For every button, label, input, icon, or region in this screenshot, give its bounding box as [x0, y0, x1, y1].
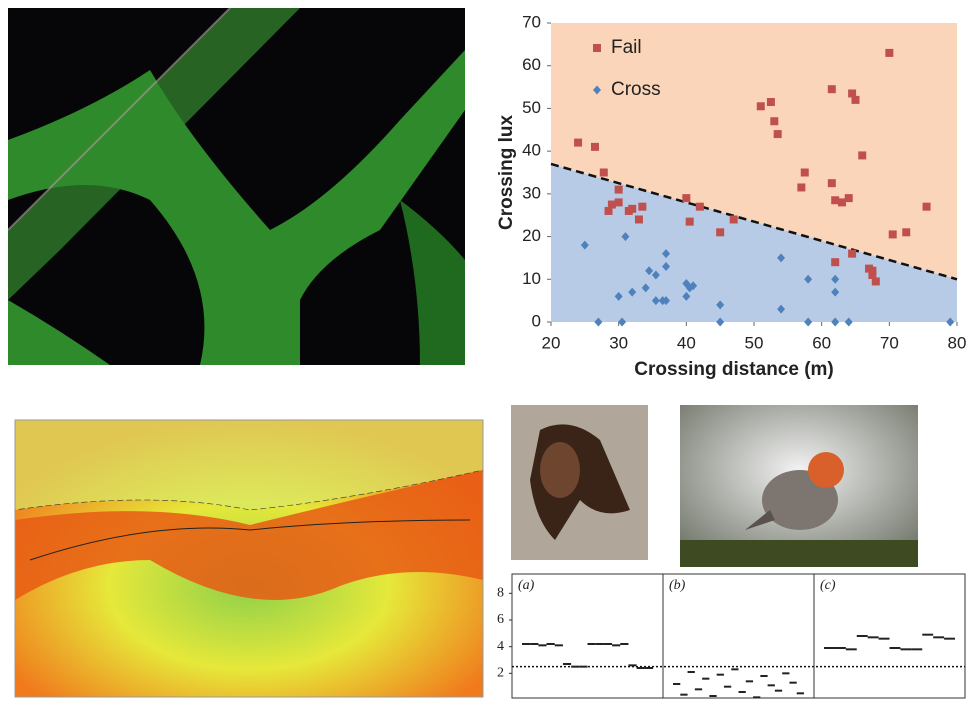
data-point	[797, 183, 805, 191]
x-tick-label: 50	[745, 333, 764, 352]
y-tick-label: 0	[532, 311, 541, 330]
y-tick-label: 2	[497, 666, 504, 681]
data-point	[902, 228, 910, 236]
legend-label: Cross	[611, 79, 661, 100]
panel-frame	[512, 574, 965, 698]
y-tick-label: 30	[522, 183, 541, 202]
data-point	[600, 169, 608, 177]
data-point	[615, 186, 623, 194]
x-tick-label: 70	[880, 333, 899, 352]
data-point	[767, 98, 775, 106]
panel-label: (c)	[820, 578, 836, 593]
y-tick-label: 50	[522, 98, 541, 117]
data-point	[801, 169, 809, 177]
data-point	[831, 258, 839, 266]
y-tick-label: 4	[497, 639, 504, 654]
panel-label: (a)	[518, 578, 535, 593]
data-point	[848, 250, 856, 258]
legend-marker	[593, 44, 601, 52]
data-point	[858, 151, 866, 159]
data-point	[885, 49, 893, 57]
x-axis-title: Crossing distance (m)	[634, 359, 834, 380]
robin-photo	[680, 405, 918, 567]
data-point	[635, 215, 643, 223]
data-point	[852, 96, 860, 104]
scatter-chart: 0 10 20 30 40 50 60 70 20 30 40 50 60 70 80 Crossing di…	[496, 12, 966, 380]
y-tick-label: 10	[522, 269, 541, 288]
data-point	[770, 117, 778, 125]
y-axis-title: Crossing lux	[496, 115, 517, 231]
data-point	[682, 194, 690, 202]
data-point	[615, 198, 623, 206]
data-point	[889, 230, 897, 238]
data-point	[923, 203, 931, 211]
data-point	[845, 194, 853, 202]
bat-photo	[511, 405, 648, 560]
data-point	[638, 203, 646, 211]
x-tick-label: 80	[948, 333, 967, 352]
data-point	[696, 203, 704, 211]
figure: 0 10 20 30 40 50 60 70 20 30 40 50 60 70 80 Crossing di…	[0, 0, 972, 702]
data-point	[828, 85, 836, 93]
x-tick-label: 20	[542, 333, 561, 352]
y-tick-label: 8	[497, 586, 504, 601]
panel-chart: 2 4 6 8 (a) (b) (c)	[497, 574, 965, 698]
data-point	[574, 139, 582, 147]
data-point	[757, 102, 765, 110]
data-point	[628, 205, 636, 213]
data-point	[774, 130, 782, 138]
y-tick-label: 40	[522, 141, 541, 160]
legend-label: Fail	[611, 37, 642, 58]
y-tick-label: 70	[522, 12, 541, 31]
data-point	[591, 143, 599, 151]
satellite-map	[8, 8, 465, 365]
y-tick-label: 20	[522, 226, 541, 245]
x-tick-label: 40	[677, 333, 696, 352]
y-tick-label: 6	[497, 612, 504, 627]
data-point	[828, 179, 836, 187]
data-point	[686, 218, 694, 226]
data-point	[865, 265, 873, 273]
data-point	[730, 215, 738, 223]
heat-map	[15, 420, 483, 697]
data-point	[716, 228, 724, 236]
panel-label: (b)	[669, 578, 686, 593]
x-tick-label: 60	[812, 333, 831, 352]
data-point	[872, 277, 880, 285]
x-tick-label: 30	[609, 333, 628, 352]
y-tick-label: 60	[522, 55, 541, 74]
